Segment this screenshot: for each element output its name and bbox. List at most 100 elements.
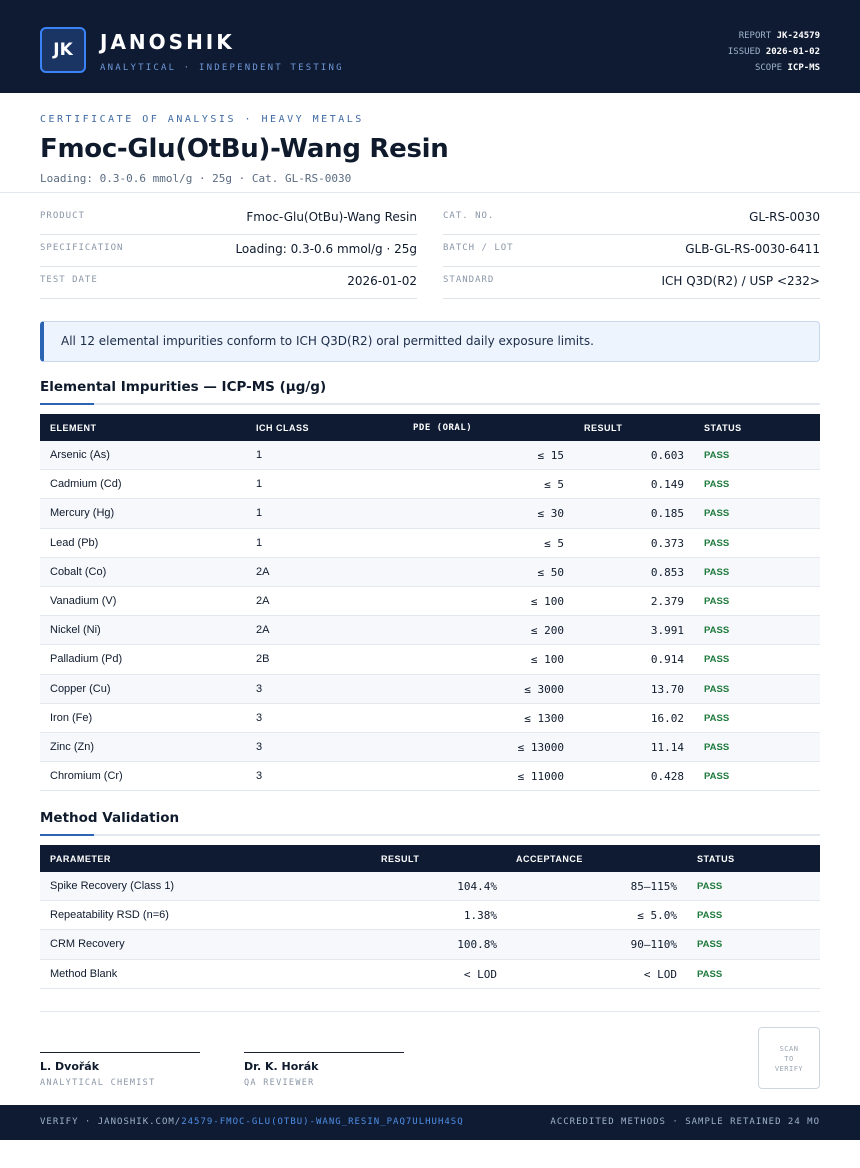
status-badge: PASS: [704, 537, 730, 549]
table-row: Copper (Cu) 3 ≤ 3000 13.70 PASS: [40, 674, 820, 704]
status-badge: PASS: [704, 508, 730, 520]
ich-class: 1: [256, 507, 263, 520]
parameter-name: CRM Recovery: [50, 938, 125, 951]
divider: [0, 192, 860, 193]
section-underline: [40, 403, 820, 405]
ich-class: 1: [256, 478, 263, 491]
col-result: RESULT: [584, 423, 623, 433]
element-name: Iron (Fe): [50, 711, 93, 724]
ich-class: 3: [256, 740, 263, 753]
verify-path[interactable]: 24579-FMOC-GLU(OTBU)-WANG_RESIN_PAQ7ULHU…: [181, 1117, 464, 1127]
ich-class: 2A: [256, 624, 270, 637]
table-row: Vanadium (V) 2A ≤ 100 2.379 PASS: [40, 587, 820, 617]
table-row: Repeatability RSD (n=6) 1.38% ≤ 5.0% PASS: [40, 901, 820, 931]
info-test-date: TEST DATE 2026-01-02: [40, 267, 417, 299]
result-value: 0.603: [650, 449, 684, 462]
table-row: Zinc (Zn) 3 ≤ 13000 11.14 PASS: [40, 732, 820, 763]
info-label: PRODUCT: [40, 211, 85, 221]
result-value: 2.379: [650, 594, 684, 608]
section-underline: [40, 834, 820, 836]
table-row: Palladium (Pd) 2B ≤ 100 0.914 PASS: [40, 645, 820, 675]
ich-class: 2A: [256, 594, 270, 607]
acceptance-value: ≤ 5.0%: [637, 909, 677, 923]
report-label: REPORT: [738, 31, 772, 41]
report-number: JK-24579: [776, 31, 820, 41]
page-subtitle: Loading: 0.3-0.6 mmol/g · 25g · Cat. GL-…: [40, 172, 352, 185]
pde-limit: ≤ 100: [530, 653, 564, 667]
ich-class: 1: [256, 449, 263, 461]
scope-value: ICP-MS: [787, 63, 820, 73]
pde-limit: ≤ 200: [530, 624, 564, 638]
result-value: 100.8%: [457, 938, 497, 952]
pde-limit: ≤ 11000: [517, 770, 564, 784]
ich-class: 1: [256, 536, 263, 549]
ich-class: 3: [256, 711, 263, 724]
verify-qr-code[interactable]: SCAN TO VERIFY: [758, 1027, 820, 1089]
footer-note: ACCREDITED METHODS · SAMPLE RETAINED 24 …: [550, 1117, 820, 1127]
pde-limit: ≤ 13000: [517, 740, 564, 754]
result-value: 11.14: [650, 740, 684, 754]
col-pde: PDE (ORAL): [413, 423, 473, 433]
table-row: Method Blank < LOD < LOD PASS: [40, 960, 820, 989]
element-name: Lead (Pb): [50, 536, 99, 549]
signer-name: L. Dvořák: [40, 1060, 100, 1073]
ich-class: 3: [256, 770, 263, 783]
parameter-name: Spike Recovery (Class 1): [50, 880, 175, 892]
result-value: 13.70: [650, 682, 684, 696]
info-label: STANDARD: [443, 275, 495, 285]
element-name: Cobalt (Co): [50, 565, 107, 578]
table-row: Spike Recovery (Class 1) 104.4% 85–115% PAS…: [40, 872, 820, 902]
verify-link[interactable]: VERIFY · JANOSHIK.COM/24579-FMOC-GLU(OTB…: [40, 1117, 464, 1127]
pde-limit: ≤ 30: [537, 507, 565, 521]
element-name: Copper (Cu): [50, 682, 111, 695]
status-badge: PASS: [704, 654, 730, 666]
info-label: CAT. NO.: [443, 211, 495, 221]
status-badge: PASS: [697, 939, 723, 951]
acceptance-value: < LOD: [643, 967, 677, 981]
parameter-name: Method Blank: [50, 967, 118, 980]
table-header: PARAMETER RESULT ACCEPTANCE STATUS: [40, 845, 820, 872]
issued-date: 2026-01-02: [765, 47, 820, 57]
info-batch: BATCH / LOT GLB-GL-RS-0030-6411: [443, 235, 820, 267]
result-value: 0.185: [650, 507, 684, 521]
result-value: 3.991: [650, 624, 684, 638]
conformance-notice: All 12 elemental impurities conform to I…: [40, 321, 820, 362]
ich-class: 2A: [256, 565, 270, 578]
document-type: CERTIFICATE OF ANALYSIS · HEAVY METALS: [40, 114, 364, 125]
brand-name: JANOSHIK: [100, 30, 235, 54]
result-value: 0.149: [650, 478, 684, 492]
result-value: 16.02: [650, 711, 684, 725]
info-value: GL-RS-0030: [749, 210, 820, 224]
qr-text: VERIFY: [774, 1065, 804, 1073]
logo: JK: [40, 27, 86, 73]
table-row: Iron (Fe) 3 ≤ 1300 16.02 PASS: [40, 704, 820, 733]
notice-text: All 12 elemental impurities conform to I…: [61, 334, 594, 348]
col-status: STATUS: [704, 423, 742, 433]
info-standard: STANDARD ICH Q3D(R2) / USP <232>: [443, 267, 820, 299]
table-row: Chromium (Cr) 3 ≤ 11000 0.428 PASS: [40, 762, 820, 792]
pde-limit: ≤ 3000: [524, 682, 564, 696]
element-name: Zinc (Zn): [50, 740, 94, 753]
ich-class: 2B: [256, 653, 270, 666]
signature-line: [40, 1052, 200, 1053]
status-badge: PASS: [704, 741, 730, 753]
qr-text: TO: [784, 1055, 794, 1063]
result-value: 0.373: [650, 536, 684, 550]
col-element: ELEMENT: [50, 423, 97, 433]
status-badge: PASS: [704, 625, 730, 637]
status-badge: PASS: [704, 771, 730, 783]
result-value: 1.38%: [463, 909, 497, 923]
signer-role: ANALYTICAL CHEMIST: [40, 1078, 156, 1088]
element-name: Palladium (Pd): [50, 653, 123, 666]
element-name: Vanadium (V): [50, 594, 117, 607]
col-parameter: PARAMETER: [50, 854, 111, 864]
brand-tagline: ANALYTICAL · INDEPENDENT TESTING: [100, 63, 344, 73]
status-badge: PASS: [697, 881, 723, 892]
info-label: TEST DATE: [40, 275, 98, 285]
status-badge: PASS: [704, 683, 730, 695]
divider: [40, 1011, 820, 1012]
table-row: Cadmium (Cd) 1 ≤ 5 0.149 PASS: [40, 470, 820, 500]
verify-prefix: VERIFY · JANOSHIK.COM/: [40, 1117, 182, 1127]
table-row: Mercury (Hg) 1 ≤ 30 0.185 PASS: [40, 499, 820, 529]
pde-limit: ≤ 15: [537, 449, 565, 462]
